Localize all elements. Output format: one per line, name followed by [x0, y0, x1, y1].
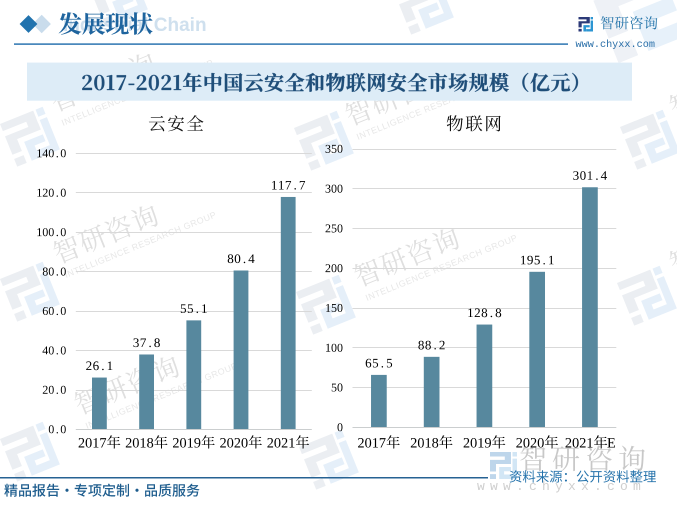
- svg-text:www.chyxx.com: www.chyxx.com: [477, 479, 646, 494]
- svg-text:www.chyxx.com: www.chyxx.com: [576, 39, 655, 51]
